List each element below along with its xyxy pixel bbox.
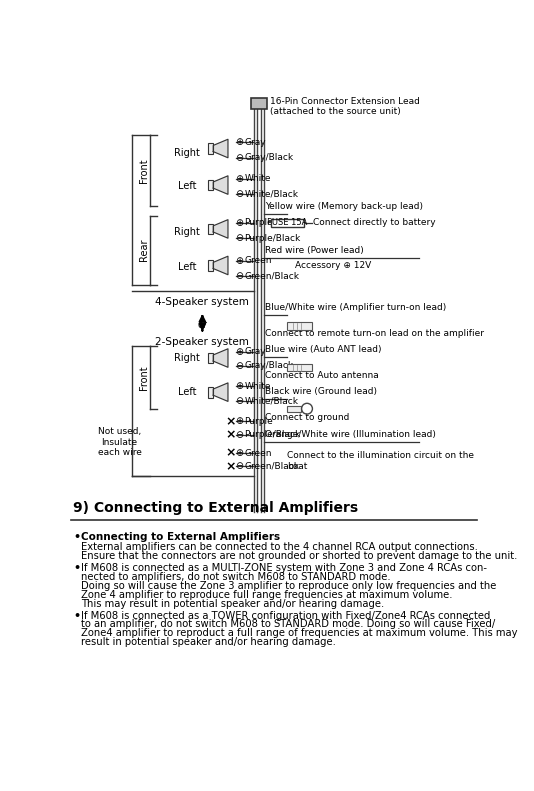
Text: Left: Left (178, 387, 196, 397)
FancyBboxPatch shape (271, 219, 304, 227)
Text: Zone4 amplifier to reproduct a full range of frequencies at maximum volume. This: Zone4 amplifier to reproduct a full rang… (81, 628, 517, 638)
Text: White: White (244, 381, 271, 391)
Text: or: or (198, 320, 207, 330)
Text: •: • (73, 532, 80, 543)
Text: Left: Left (178, 181, 196, 191)
Text: Purple: Purple (244, 218, 273, 227)
FancyBboxPatch shape (287, 323, 312, 330)
Text: ×: × (226, 428, 237, 441)
FancyBboxPatch shape (208, 180, 213, 191)
Text: White/Black: White/Black (244, 396, 298, 405)
Text: Gray/Black: Gray/Black (244, 153, 293, 162)
FancyBboxPatch shape (208, 387, 213, 398)
Text: Accessory ⊕ 12V: Accessory ⊕ 12V (295, 261, 371, 271)
Polygon shape (213, 383, 228, 401)
Text: Black wire (Ground lead): Black wire (Ground lead) (265, 388, 377, 396)
Text: Green/Black: Green/Black (244, 271, 299, 280)
Text: Green/Black: Green/Black (244, 462, 299, 471)
Text: 9) Connecting to External Amplifiers: 9) Connecting to External Amplifiers (73, 501, 358, 516)
Text: 4-Speaker system: 4-Speaker system (155, 297, 249, 307)
Polygon shape (213, 139, 228, 157)
Text: ×: × (226, 460, 237, 473)
FancyBboxPatch shape (251, 98, 266, 108)
Text: Front: Front (139, 158, 149, 183)
Text: Front: Front (139, 365, 149, 389)
Text: ⊕: ⊕ (235, 381, 243, 391)
Text: ⊖: ⊖ (235, 189, 243, 199)
Text: If M608 is connected as a MULTI-ZONE system with Zone 3 and Zone 4 RCAs con-: If M608 is connected as a MULTI-ZONE sys… (81, 563, 486, 573)
Text: ⊖: ⊖ (235, 233, 243, 243)
Text: Right: Right (174, 148, 200, 157)
FancyBboxPatch shape (208, 224, 213, 234)
Text: ⊕: ⊕ (235, 138, 243, 147)
FancyBboxPatch shape (287, 406, 301, 412)
Text: Connect to the illumination circuit on the
boat: Connect to the illumination circuit on t… (287, 452, 474, 471)
Text: ⊖: ⊖ (235, 153, 243, 163)
Text: Connect to ground: Connect to ground (265, 414, 350, 422)
Text: Purple: Purple (244, 417, 273, 426)
FancyBboxPatch shape (208, 353, 213, 363)
Text: Purple/Black: Purple/Black (244, 233, 301, 243)
Polygon shape (213, 176, 228, 195)
Text: ⊖: ⊖ (235, 396, 243, 406)
Text: ×: × (226, 447, 237, 460)
Text: Blue wire (Auto ANT lead): Blue wire (Auto ANT lead) (265, 345, 382, 354)
Text: Green: Green (244, 448, 272, 457)
Text: Right: Right (174, 227, 200, 237)
Text: Red wire (Power lead): Red wire (Power lead) (265, 246, 364, 255)
Text: ⊕: ⊕ (235, 218, 243, 228)
Polygon shape (213, 256, 228, 274)
Text: This may result in potential speaker and/or hearing damage.: This may result in potential speaker and… (81, 599, 384, 608)
FancyBboxPatch shape (208, 260, 213, 271)
Text: ⊖: ⊖ (235, 271, 243, 281)
FancyBboxPatch shape (287, 364, 312, 372)
Text: FUSE 15A: FUSE 15A (268, 218, 308, 228)
Text: Green: Green (244, 256, 272, 265)
Text: White/Black: White/Black (244, 190, 298, 199)
Text: Right: Right (174, 353, 200, 363)
Text: •: • (73, 563, 80, 573)
Text: Blue/White wire (Amplifier turn-on lead): Blue/White wire (Amplifier turn-on lead) (265, 303, 446, 312)
Polygon shape (213, 220, 228, 238)
Text: Gray: Gray (244, 347, 266, 357)
Text: ⊕: ⊕ (235, 448, 243, 458)
Text: ⊕: ⊕ (235, 255, 243, 266)
Text: External amplifiers can be connected to the 4 channel RCA output connections.: External amplifiers can be connected to … (81, 543, 477, 552)
Text: •: • (73, 611, 80, 620)
Polygon shape (213, 349, 228, 367)
Text: Connect to Auto antenna: Connect to Auto antenna (265, 371, 379, 380)
Text: ⊖: ⊖ (235, 461, 243, 471)
Text: 2-Speaker system: 2-Speaker system (155, 337, 249, 346)
Text: Connect to remote turn-on lead on the amplifier: Connect to remote turn-on lead on the am… (265, 329, 484, 339)
Text: ⊕: ⊕ (235, 174, 243, 184)
Text: Connecting to External Amplifiers: Connecting to External Amplifiers (81, 532, 280, 543)
Text: ⊖: ⊖ (235, 430, 243, 440)
Text: Yellow wire (Memory back-up lead): Yellow wire (Memory back-up lead) (265, 202, 423, 210)
Text: to an amplifier, do not switch M608 to STANDARD mode. Doing so will cause Fixed/: to an amplifier, do not switch M608 to S… (81, 619, 495, 630)
Text: Zone 4 amplifier to reproduce full range frequencies at maximum volume.: Zone 4 amplifier to reproduce full range… (81, 590, 452, 600)
Text: result in potential speaker and/or hearing damage.: result in potential speaker and/or heari… (81, 637, 335, 647)
Text: Left: Left (178, 262, 196, 271)
Text: ⊕: ⊕ (235, 347, 243, 357)
Text: 16-Pin Connector Extension Lead
(attached to the source unit): 16-Pin Connector Extension Lead (attache… (270, 97, 420, 116)
Text: Ensure that the connectors are not grounded or shorted to prevent damage to the : Ensure that the connectors are not groun… (81, 551, 517, 562)
Text: Not used,
Insulate
each wire: Not used, Insulate each wire (98, 427, 142, 457)
Text: ⊕: ⊕ (235, 416, 243, 426)
Text: Connect directly to battery: Connect directly to battery (313, 218, 436, 228)
Text: ⊖: ⊖ (235, 361, 243, 371)
Text: Doing so will cause the Zone 3 amplifier to reproduce only low frequencies and t: Doing so will cause the Zone 3 amplifier… (81, 581, 496, 591)
Text: Purple/Black: Purple/Black (244, 430, 301, 439)
FancyBboxPatch shape (208, 143, 213, 154)
Text: Orange/White wire (Illumination lead): Orange/White wire (Illumination lead) (265, 430, 436, 439)
Text: Rear: Rear (139, 239, 149, 262)
Text: nected to amplifiers, do not switch M608 to STANDARD mode.: nected to amplifiers, do not switch M608… (81, 572, 390, 582)
Text: Gray/Black: Gray/Black (244, 361, 293, 370)
Text: If M608 is connected as a TOWER configuration with Fixed/Zone4 RCAs connected: If M608 is connected as a TOWER configur… (81, 611, 490, 620)
Text: ×: × (226, 415, 237, 428)
Text: White: White (244, 175, 271, 184)
Text: Gray: Gray (244, 138, 266, 147)
